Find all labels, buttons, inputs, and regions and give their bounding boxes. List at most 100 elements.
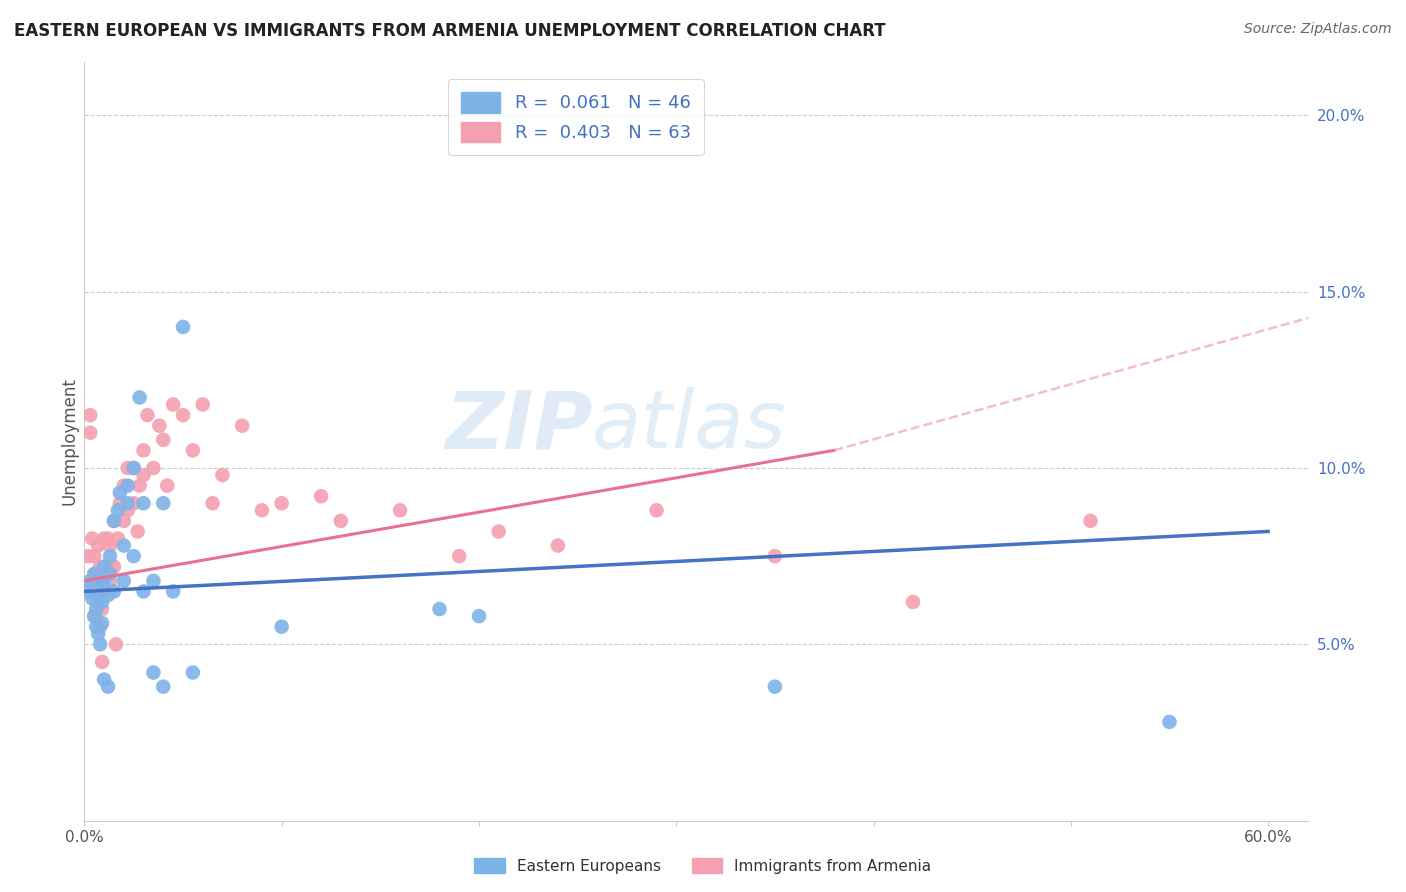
Point: [89, 584, 111, 599]
Point: [127, 524, 149, 539]
Point: [181, 665, 204, 680]
Point: [91, 655, 114, 669]
Point: [152, 680, 174, 694]
Point: [162, 397, 184, 411]
Point: [98, 549, 121, 563]
Point: [98, 539, 121, 553]
Point: [83, 609, 105, 624]
Point: [645, 503, 668, 517]
Point: [82, 591, 104, 606]
Point: [83, 584, 105, 599]
Point: [112, 539, 135, 553]
Point: [107, 503, 129, 517]
Point: [112, 514, 135, 528]
Point: [547, 539, 569, 553]
Point: [104, 637, 127, 651]
Point: [89, 620, 111, 634]
Point: [117, 478, 139, 492]
Point: [191, 397, 214, 411]
Point: [103, 559, 125, 574]
Point: [83, 549, 105, 563]
Point: [84, 602, 107, 616]
Legend: R =  0.061   N = 46, R =  0.403   N = 63: R = 0.061 N = 46, R = 0.403 N = 63: [449, 79, 703, 155]
Point: [97, 559, 120, 574]
Point: [148, 418, 170, 433]
Point: [181, 443, 204, 458]
Point: [132, 496, 155, 510]
Point: [201, 496, 224, 510]
Text: EASTERN EUROPEAN VS IMMIGRANTS FROM ARMENIA UNEMPLOYMENT CORRELATION CHART: EASTERN EUROPEAN VS IMMIGRANTS FROM ARME…: [14, 22, 886, 40]
Point: [132, 584, 155, 599]
Point: [103, 514, 125, 528]
Point: [162, 584, 184, 599]
Point: [901, 595, 924, 609]
Point: [122, 461, 145, 475]
Point: [89, 591, 111, 606]
Point: [468, 609, 491, 624]
Point: [128, 478, 150, 492]
Point: [83, 609, 105, 624]
Point: [93, 673, 115, 687]
Point: [79, 425, 101, 440]
Point: [79, 574, 101, 588]
Point: [122, 549, 145, 563]
Point: [84, 595, 107, 609]
Point: [84, 620, 107, 634]
Point: [156, 478, 179, 492]
Point: [117, 496, 139, 510]
Point: [77, 584, 100, 599]
Point: [211, 468, 233, 483]
Point: [91, 616, 114, 631]
Point: [87, 574, 110, 588]
Point: [329, 514, 352, 528]
Point: [488, 524, 510, 539]
Point: [763, 549, 786, 563]
Point: [98, 566, 121, 581]
Point: [122, 461, 145, 475]
Point: [389, 503, 412, 517]
Point: [122, 496, 145, 510]
Point: [79, 408, 101, 422]
Point: [91, 595, 114, 609]
Point: [142, 665, 165, 680]
Point: [132, 443, 155, 458]
Point: [763, 680, 786, 694]
Point: [128, 391, 150, 405]
Point: [108, 485, 131, 500]
Point: [93, 574, 115, 588]
Y-axis label: Unemployment: Unemployment: [60, 377, 79, 506]
Point: [93, 559, 115, 574]
Point: [91, 577, 114, 591]
Point: [1159, 714, 1181, 729]
Point: [136, 408, 159, 422]
Point: [117, 503, 139, 517]
Point: [107, 532, 129, 546]
Point: [152, 433, 174, 447]
Text: atlas: atlas: [592, 387, 787, 466]
Point: [117, 461, 139, 475]
Point: [309, 489, 332, 503]
Point: [108, 496, 131, 510]
Point: [87, 626, 110, 640]
Point: [103, 514, 125, 528]
Point: [93, 532, 115, 546]
Point: [1080, 514, 1102, 528]
Point: [152, 496, 174, 510]
Point: [97, 532, 120, 546]
Point: [89, 559, 111, 574]
Point: [97, 680, 120, 694]
Text: ZIP: ZIP: [444, 387, 592, 466]
Point: [82, 574, 104, 588]
Point: [449, 549, 471, 563]
Point: [270, 620, 292, 634]
Point: [429, 602, 451, 616]
Point: [231, 418, 253, 433]
Point: [84, 566, 107, 581]
Point: [172, 320, 194, 334]
Point: [87, 539, 110, 553]
Point: [270, 496, 292, 510]
Point: [93, 559, 115, 574]
Point: [142, 461, 165, 475]
Point: [250, 503, 273, 517]
Point: [93, 584, 115, 599]
